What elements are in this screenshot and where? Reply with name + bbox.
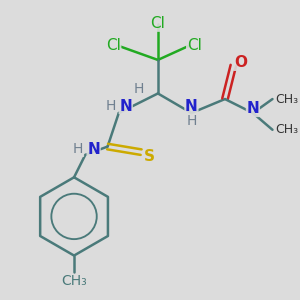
Text: H: H [105,99,116,113]
Text: Cl: Cl [151,16,165,31]
Text: H: H [186,114,197,128]
Text: N: N [247,101,259,116]
Text: Cl: Cl [187,38,202,53]
Text: N: N [185,98,198,113]
Text: S: S [144,149,155,164]
Text: Cl: Cl [106,38,121,53]
Text: CH₃: CH₃ [275,123,298,136]
Text: H: H [133,82,143,96]
Text: H: H [73,142,83,156]
Text: CH₃: CH₃ [61,274,87,288]
Text: O: O [234,55,247,70]
Text: N: N [119,98,132,113]
Text: N: N [87,142,100,157]
Text: CH₃: CH₃ [275,92,298,106]
